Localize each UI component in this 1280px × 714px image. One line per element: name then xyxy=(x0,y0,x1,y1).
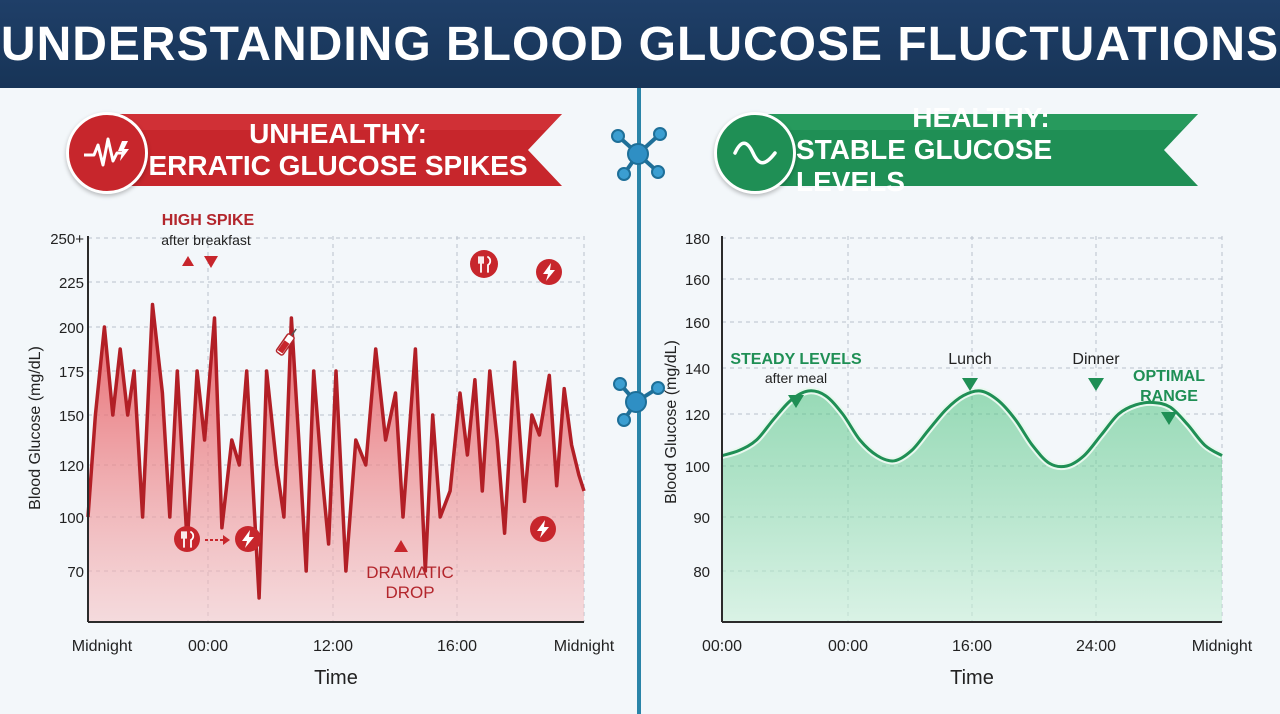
healthy-area xyxy=(720,387,1224,622)
x-tick-label: 12:00 xyxy=(313,638,353,655)
x-tick-label: 00:00 xyxy=(702,638,742,655)
steady-levels-label: STEADY LEVELS xyxy=(730,351,862,368)
page-title: UNDERSTANDING BLOOD GLUCOSE FLUCTUATIONS xyxy=(0,17,1280,71)
unhealthy-ribbon xyxy=(104,114,562,186)
unhealthy-x-ticks: Midnight 00:00 12:00 16:00 Midnight xyxy=(72,638,615,655)
y-tick-label: 100 xyxy=(59,510,84,527)
x-tick-label: 00:00 xyxy=(188,638,228,655)
y-tick-label: 225 xyxy=(59,275,84,292)
y-tick-label: 120 xyxy=(59,458,84,475)
y-tick-label: 80 xyxy=(693,564,710,581)
healthy-banner: HEALTHY: STABLE GLUCOSE LEVELS xyxy=(714,102,1198,197)
heartbeat-icon xyxy=(66,112,148,194)
healthy-y-axis-label: Blood Glucose (mg/dL) xyxy=(663,340,680,504)
healthy-banner-text: HEALTHY: STABLE GLUCOSE LEVELS xyxy=(796,102,1166,197)
unhealthy-banner: UNHEALTHY: ERRATIC GLUCOSE SPIKES xyxy=(66,112,562,194)
healthy-axes xyxy=(721,236,1222,623)
unhealthy-axes xyxy=(87,236,584,623)
healthy-banner-line2: STABLE GLUCOSE LEVELS xyxy=(796,134,1053,197)
x-tick-label: 00:00 xyxy=(828,638,868,655)
y-tick-label: 90 xyxy=(693,510,710,527)
y-tick-label: 160 xyxy=(685,315,710,332)
x-tick-label: Midnight xyxy=(72,638,133,655)
y-tick-label: 100 xyxy=(685,459,710,476)
unhealthy-banner-text: UNHEALTHY: ERRATIC GLUCOSE SPIKES xyxy=(148,112,528,188)
optimal-marker xyxy=(1161,412,1177,425)
healthy-x-axis-label: Time xyxy=(950,667,994,689)
unhealthy-area-fill xyxy=(88,304,584,622)
healthy-ribbon xyxy=(752,114,1198,186)
y-tick-label: 150 xyxy=(59,408,84,425)
dramatic-drop-label: DRAMATIC xyxy=(366,563,454,582)
drop-marker xyxy=(394,540,408,552)
syringe-icon xyxy=(275,328,297,356)
fork-knife-icon xyxy=(174,526,200,552)
x-tick-label: Midnight xyxy=(1192,638,1253,655)
x-tick-label: Midnight xyxy=(554,638,615,655)
title-bar: UNDERSTANDING BLOOD GLUCOSE FLUCTUATIONS xyxy=(0,0,1280,88)
healthy-line xyxy=(721,389,1223,469)
high-spike-sublabel: after breakfast xyxy=(161,232,251,248)
unhealthy-area xyxy=(86,302,586,622)
dramatic-drop-label-2: DROP xyxy=(385,583,434,602)
spike-marker-up xyxy=(182,256,194,266)
y-tick-label: 250+ xyxy=(50,231,84,248)
x-tick-label: 16:00 xyxy=(952,638,992,655)
y-tick-label: 140 xyxy=(685,361,710,378)
unhealthy-y-axis-label: Blood Glucose (mg/dL) xyxy=(27,346,44,510)
molecule-icon xyxy=(611,127,667,181)
y-tick-label: 70 xyxy=(67,564,84,581)
y-tick-label: 160 xyxy=(685,272,710,289)
spike-marker-down xyxy=(204,256,218,268)
lightning-icon xyxy=(235,526,261,552)
steady-marker xyxy=(788,395,804,408)
dinner-marker xyxy=(1088,378,1104,391)
x-tick-label: 16:00 xyxy=(437,638,477,655)
y-tick-label: 120 xyxy=(685,407,710,424)
x-tick-label: 24:00 xyxy=(1076,638,1116,655)
molecule-icon xyxy=(613,377,665,427)
lunch-marker xyxy=(962,378,978,391)
steady-levels-sublabel: after meal xyxy=(765,370,827,386)
arrow-icon xyxy=(205,535,230,545)
unhealthy-banner-line2: ERRATIC GLUCOSE SPIKES xyxy=(148,150,528,181)
sine-wave-icon xyxy=(714,112,796,194)
dinner-label: Dinner xyxy=(1072,351,1120,368)
y-tick-label: 180 xyxy=(685,231,710,248)
lightning-icon xyxy=(536,259,562,285)
unhealthy-line xyxy=(86,302,586,600)
high-spike-label: HIGH SPIKE xyxy=(162,212,255,229)
unhealthy-y-ticks: 250+ 225 200 175 150 120 100 70 xyxy=(50,231,84,581)
fork-knife-icon xyxy=(470,250,498,278)
healthy-banner-line1: HEALTHY: xyxy=(912,102,1050,133)
healthy-y-ticks: 180 160 160 140 120 100 90 80 xyxy=(685,231,710,581)
optimal-range-label: OPTIMAL xyxy=(1133,368,1205,385)
y-tick-label: 200 xyxy=(59,320,84,337)
lightning-icon xyxy=(530,516,556,542)
lunch-label: Lunch xyxy=(948,351,992,368)
unhealthy-x-axis-label: Time xyxy=(314,667,358,689)
optimal-range-label-2: RANGE xyxy=(1140,388,1198,405)
y-tick-label: 175 xyxy=(59,364,84,381)
unhealthy-banner-line1: UNHEALTHY: xyxy=(249,118,427,149)
healthy-area-fill xyxy=(722,390,1222,622)
healthy-x-ticks: 00:00 00:00 16:00 24:00 Midnight xyxy=(702,638,1253,655)
